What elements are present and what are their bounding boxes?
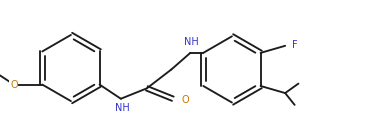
Text: O: O bbox=[10, 80, 18, 90]
Text: NH: NH bbox=[184, 37, 199, 47]
Text: O: O bbox=[181, 95, 189, 105]
Text: F: F bbox=[292, 40, 298, 50]
Text: NH: NH bbox=[115, 103, 129, 113]
